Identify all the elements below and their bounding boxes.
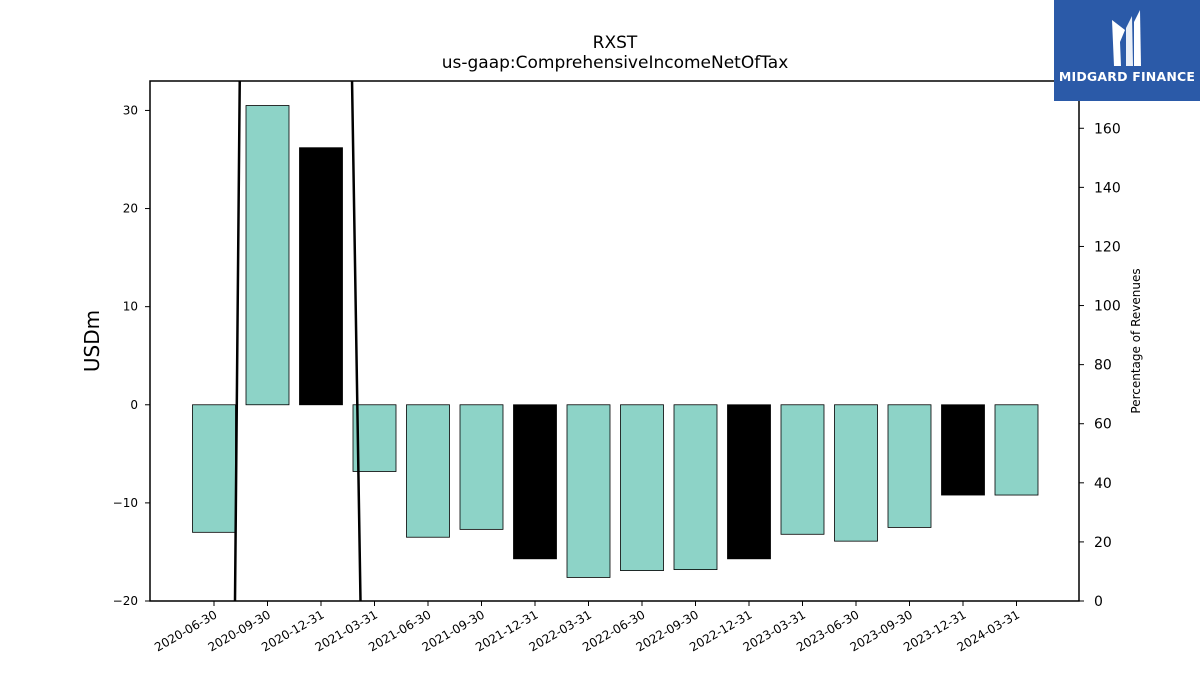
brand-logo: MIDGARD FINANCE: [1054, 0, 1200, 101]
bar-2020-06-30: [192, 404, 236, 533]
bar-2023-03-31: [780, 404, 825, 535]
bar-2020-12-31: [299, 147, 343, 406]
y-axis-label: USDm: [80, 310, 104, 372]
line-series-percentage-of-revenues: [233, 81, 362, 601]
y-right-tick-label: 20: [1094, 535, 1112, 551]
y-tick-label: 10: [123, 300, 138, 314]
chart-title: RXST: [593, 33, 638, 53]
brand-name: MIDGARD FINANCE: [1058, 69, 1196, 84]
y-right-tick-label: 160: [1094, 121, 1121, 137]
y-tick-label: −10: [113, 496, 138, 510]
bar-2021-06-30: [406, 404, 450, 538]
bar-2020-09-30: [245, 105, 290, 406]
y-tick-label: −20: [113, 594, 138, 608]
bar-2022-06-30: [620, 404, 664, 571]
bar-2022-12-31: [727, 404, 771, 560]
y-right-tick-label: 60: [1094, 417, 1112, 433]
y-right-tick-label: 0: [1094, 594, 1103, 610]
brand-logo-icon: [1112, 10, 1141, 66]
y-tick-label: 20: [123, 202, 138, 216]
bar-2023-09-30: [887, 404, 932, 528]
bar-2021-12-31: [513, 404, 557, 560]
y-tick-label: 0: [130, 398, 138, 412]
bars-group: [192, 105, 1039, 578]
y-right-tick-label: 140: [1094, 180, 1121, 196]
y-right-tick-label: 120: [1094, 239, 1121, 255]
bar-2022-03-31: [566, 404, 611, 578]
bar-2023-12-31: [941, 404, 985, 496]
y-axis-right-label: Percentage of Revenues: [1129, 268, 1143, 413]
bar-2023-06-30: [834, 404, 878, 542]
y-tick-label: 30: [123, 103, 138, 117]
plot-frame: [149, 80, 1080, 602]
bar-2021-09-30: [459, 404, 504, 530]
y-right-tick-label: 40: [1094, 476, 1112, 492]
bar-2022-09-30: [673, 404, 718, 571]
y-right-tick-label: 100: [1094, 299, 1121, 315]
y-right-tick-label: 80: [1094, 358, 1112, 374]
line-series-group: [233, 81, 362, 601]
chart-subtitle: us-gaap:ComprehensiveIncomeNetOfTax: [442, 53, 789, 73]
bar-2021-03-31: [352, 404, 397, 472]
bar-2024-03-31: [994, 404, 1039, 496]
